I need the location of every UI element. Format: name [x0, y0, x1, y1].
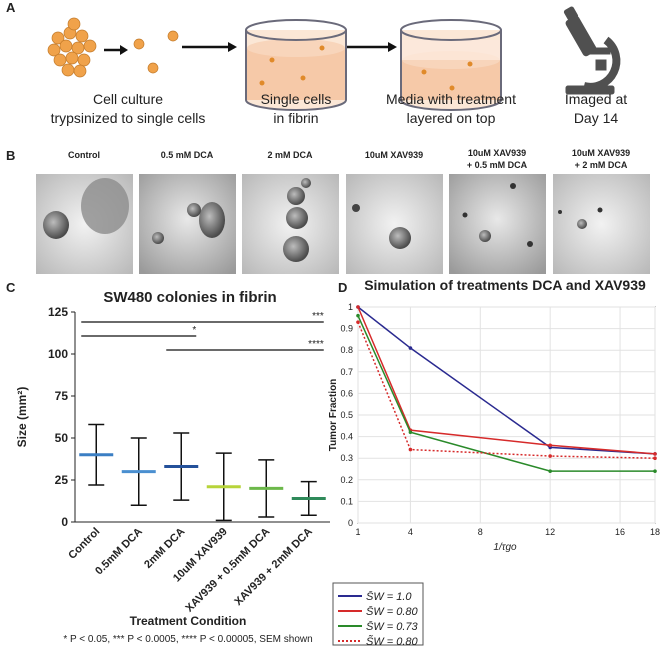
step-caption: in fibrin [273, 110, 318, 126]
y-axis-label: Size (mm²) [15, 387, 29, 448]
condition-label: 0.5 mM DCA [161, 150, 214, 160]
series-line [357, 315, 655, 472]
arrows [104, 42, 397, 55]
x-tick-label: 1 [355, 527, 360, 537]
footnote: * P < 0.05, *** P < 0.0005, **** P < 0.0… [63, 634, 312, 645]
series-line [357, 306, 656, 455]
single-cells [133, 30, 179, 74]
step-caption: Single cells [261, 91, 332, 107]
series-line [357, 321, 656, 459]
cell-cluster [47, 17, 97, 78]
legend-label: S̄W = 0.80 [366, 605, 419, 618]
y-tick-label: 1 [348, 302, 353, 312]
legend-label: S̄W = 0.73 [366, 620, 419, 633]
condition-label: Control [68, 150, 100, 160]
chart-title: Simulation of treatments DCA and XAV939 [364, 277, 646, 293]
y-tick-label: 0.6 [340, 388, 353, 398]
data-point [653, 452, 657, 456]
condition-label: 10uM XAV939 [572, 148, 630, 158]
x-axis-label: Treatment Condition [130, 614, 247, 628]
y-axis-label: Tumor Fraction [328, 379, 339, 452]
panel-label: C [6, 280, 16, 295]
y-tick-label: 50 [55, 431, 69, 445]
data-point [548, 443, 552, 448]
data-point [653, 456, 657, 461]
significance-label: *** [312, 311, 324, 322]
data-point [548, 454, 552, 458]
y-tick-label: 0.5 [340, 410, 353, 420]
micrograph-images [36, 174, 650, 274]
significance-label: * [192, 325, 196, 336]
significance-label: **** [308, 339, 324, 350]
y-tick-label: 0.1 [340, 496, 353, 506]
x-tick-label: 8 [478, 527, 483, 537]
y-tick-label: 0.8 [340, 345, 353, 355]
x-tick-label: XAV939 + 2mM DCA [232, 526, 315, 609]
condition-label: 2 mM DCA [267, 150, 313, 160]
condition-label: + 2 mM DCA [575, 160, 628, 170]
series-line [357, 306, 656, 455]
y-tick-label: 100 [48, 347, 68, 361]
y-tick-label: 0.7 [340, 367, 353, 377]
y-tick-label: 0.3 [340, 453, 353, 463]
step-caption: Imaged at [565, 91, 627, 107]
legend-box [332, 582, 424, 646]
data-point [653, 469, 657, 473]
condition-label: 10uM XAV939 [468, 148, 526, 158]
step-caption: trypsinized to single cells [51, 110, 206, 126]
legend-label: S̄W = 1.0 [366, 590, 412, 603]
data-point [408, 346, 413, 350]
step-caption: Day 14 [574, 110, 619, 126]
y-tick-label: 0 [348, 518, 353, 528]
y-tick-label: 75 [55, 389, 69, 403]
x-tick-label: 4 [408, 527, 413, 537]
x-tick-label: 16 [615, 527, 625, 537]
chart-title: SW480 colonies in fibrin [103, 289, 276, 306]
x-tick-label: 2mM DCA [142, 526, 187, 571]
panel-label: D [338, 280, 347, 295]
y-tick-label: 0.4 [340, 432, 353, 442]
step-caption: Cell culture [93, 91, 163, 107]
dish [245, 19, 347, 111]
data-point [408, 447, 413, 452]
x-tick-label: XAV939 + 0.5mM DCA [183, 526, 272, 615]
data-point [356, 313, 360, 318]
data-point [356, 305, 360, 309]
x-tick-label: 18 [650, 527, 660, 537]
y-tick-label: 25 [55, 473, 69, 487]
x-axis-label: 1/τgo [493, 542, 517, 553]
dish-with-media [400, 19, 502, 111]
data-point [408, 430, 413, 435]
data-point [356, 320, 360, 324]
condition-label: + 0.5 mM DCA [467, 160, 528, 170]
panel-label: B [6, 148, 15, 163]
data-point [548, 469, 552, 473]
microscope-icon [563, 6, 621, 95]
legend-label: S̃W = 0.80 [366, 635, 419, 646]
y-tick-label: 0.2 [340, 475, 353, 485]
panel-label: A [6, 0, 16, 15]
y-tick-label: 0 [61, 515, 68, 529]
step-caption: layered on top [407, 110, 496, 126]
y-tick-label: 125 [48, 305, 68, 319]
y-tick-label: 0.9 [340, 324, 353, 334]
x-tick-label: Control [66, 526, 102, 562]
condition-label: 10uM XAV939 [365, 150, 423, 160]
x-tick-label: 12 [545, 527, 555, 537]
step-caption: Media with treatment [386, 91, 516, 107]
